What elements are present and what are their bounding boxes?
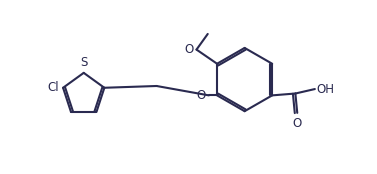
Text: O: O xyxy=(197,89,206,102)
Text: S: S xyxy=(80,56,87,69)
Text: O: O xyxy=(184,43,193,56)
Text: Cl: Cl xyxy=(47,81,58,94)
Text: OH: OH xyxy=(316,82,334,96)
Text: O: O xyxy=(293,117,302,130)
